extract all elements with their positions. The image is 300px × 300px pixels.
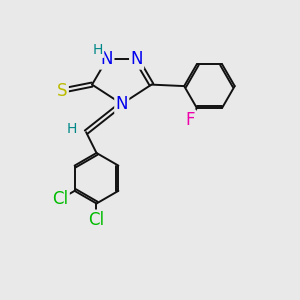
Text: Cl: Cl	[52, 190, 68, 208]
Text: F: F	[185, 111, 195, 129]
Text: H: H	[93, 43, 103, 57]
Text: H: H	[67, 122, 77, 136]
Text: N: N	[116, 95, 128, 113]
Text: N: N	[130, 50, 143, 68]
Text: N: N	[101, 50, 113, 68]
Text: Cl: Cl	[88, 211, 105, 229]
Text: S: S	[57, 82, 68, 100]
